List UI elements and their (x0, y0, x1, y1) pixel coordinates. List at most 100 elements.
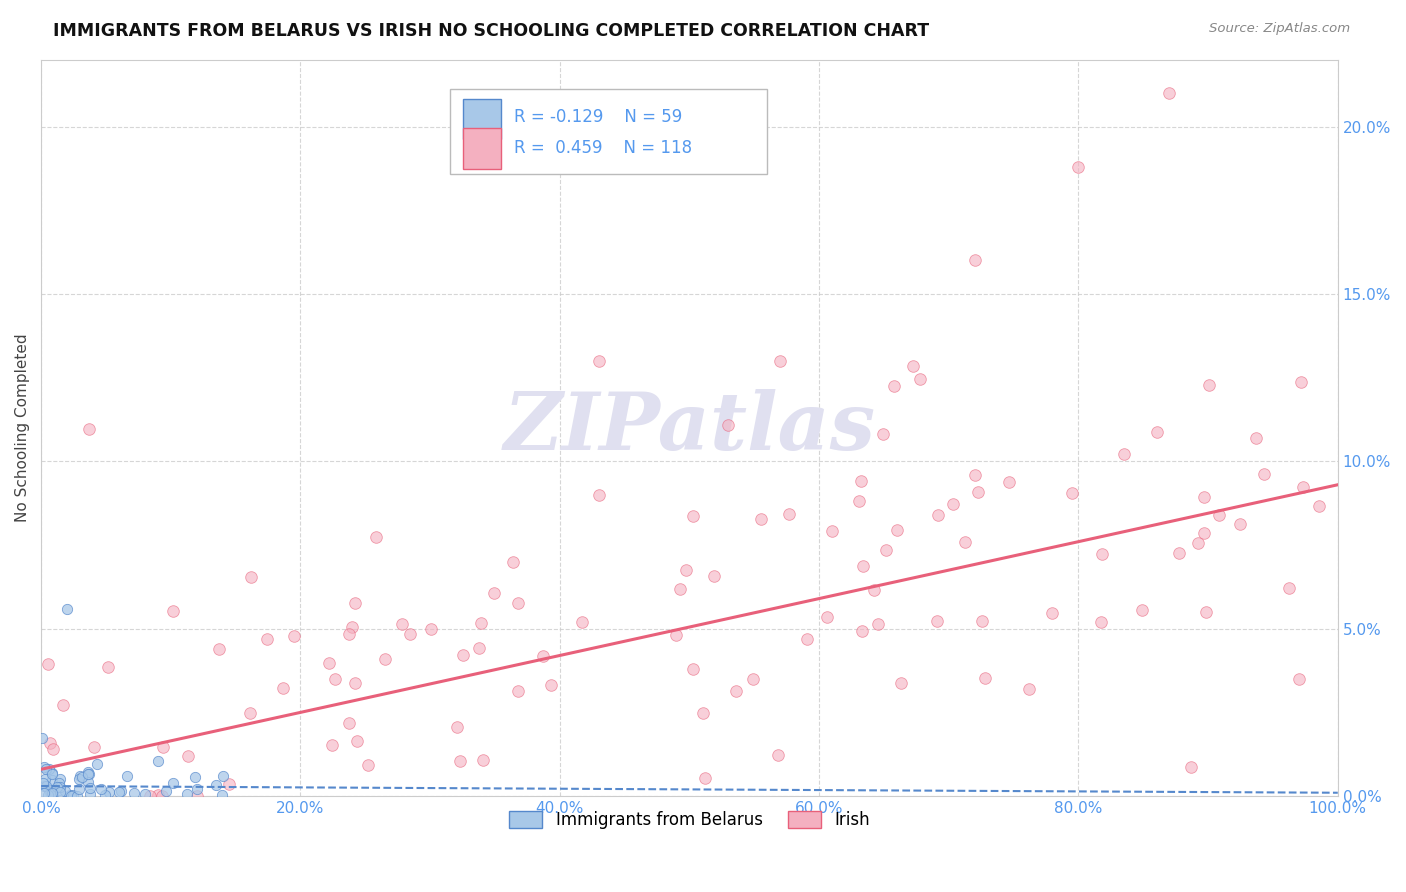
Point (963, 467, 986, 482)
Point (38, 783, 60, 797)
Point (77, 767, 100, 781)
Point (211, 769, 233, 783)
Point (1091, 547, 1114, 561)
Point (41, 766, 63, 780)
Point (820, 524, 842, 538)
Point (337, 716, 360, 731)
Point (796, 632, 818, 646)
Text: IMMIGRANTS FROM BELARUS VS IRISH NO SCHOOLING COMPLETED CORRELATION CHART: IMMIGRANTS FROM BELARUS VS IRISH NO SCHO… (53, 22, 929, 40)
Point (239, 706, 262, 721)
Point (1289, 375, 1312, 389)
Point (186, 789, 208, 803)
Point (283, 629, 305, 643)
Point (32, 786, 55, 800)
Point (271, 681, 294, 696)
Point (1292, 480, 1315, 494)
Point (94, 788, 117, 802)
Point (59, 788, 82, 802)
Point (967, 485, 990, 500)
Point (449, 754, 471, 768)
Point (1198, 378, 1220, 392)
Point (134, 787, 156, 801)
Point (38, 763, 60, 777)
Point (239, 570, 262, 584)
Point (1114, 447, 1136, 461)
Point (482, 585, 505, 599)
Point (52, 698, 75, 712)
Point (205, 778, 228, 792)
Point (890, 676, 912, 690)
Point (56, 601, 79, 615)
Y-axis label: No Schooling Completed: No Schooling Completed (15, 334, 30, 522)
Point (571, 615, 593, 630)
Point (115, 769, 138, 783)
Point (45, 780, 67, 794)
Point (41, 786, 63, 800)
Point (146, 754, 169, 768)
Point (942, 497, 965, 511)
Point (817, 609, 839, 624)
Point (177, 749, 200, 764)
Point (1208, 508, 1230, 523)
Point (1253, 467, 1275, 481)
Point (32, 779, 55, 793)
Point (38, 785, 60, 799)
Point (86, 757, 108, 772)
Point (32, 775, 55, 789)
Point (176, 787, 198, 801)
Point (749, 511, 772, 525)
FancyBboxPatch shape (463, 128, 502, 169)
Point (925, 614, 948, 628)
Point (872, 427, 894, 442)
Point (1229, 516, 1251, 531)
Point (1244, 431, 1267, 445)
Point (1194, 525, 1216, 540)
Point (668, 582, 690, 596)
Point (1090, 615, 1112, 629)
Point (1288, 672, 1310, 686)
Point (79, 780, 101, 795)
Point (741, 673, 763, 687)
Point (77, 765, 100, 780)
Point (70, 770, 93, 784)
Point (778, 507, 800, 521)
Point (340, 620, 363, 634)
Point (323, 672, 346, 686)
Point (39, 788, 62, 802)
Point (451, 648, 474, 662)
Point (356, 758, 378, 772)
Point (77, 422, 100, 436)
Point (31, 731, 53, 745)
Point (974, 671, 997, 685)
Point (446, 720, 468, 734)
Point (374, 652, 396, 666)
Point (49, 785, 72, 799)
Point (79, 788, 101, 802)
Point (41, 772, 63, 787)
Point (908, 372, 931, 386)
Point (1167, 546, 1189, 560)
Point (1278, 581, 1301, 595)
Point (62, 788, 84, 802)
Point (506, 684, 529, 698)
Point (364, 530, 387, 544)
Point (321, 739, 343, 753)
Point (152, 740, 174, 755)
Point (692, 706, 714, 720)
Point (1018, 682, 1040, 697)
Point (695, 771, 717, 785)
Point (256, 632, 278, 646)
Point (97, 660, 120, 674)
Point (42, 789, 65, 803)
Point (218, 777, 240, 791)
Point (875, 542, 897, 557)
Point (343, 676, 366, 690)
Text: R = -0.129    N = 59: R = -0.129 N = 59 (515, 108, 683, 126)
Point (717, 418, 740, 433)
Point (665, 628, 688, 642)
Point (60, 789, 83, 803)
Point (588, 488, 610, 502)
Point (139, 789, 162, 803)
Point (506, 596, 529, 610)
Point (67, 772, 90, 786)
